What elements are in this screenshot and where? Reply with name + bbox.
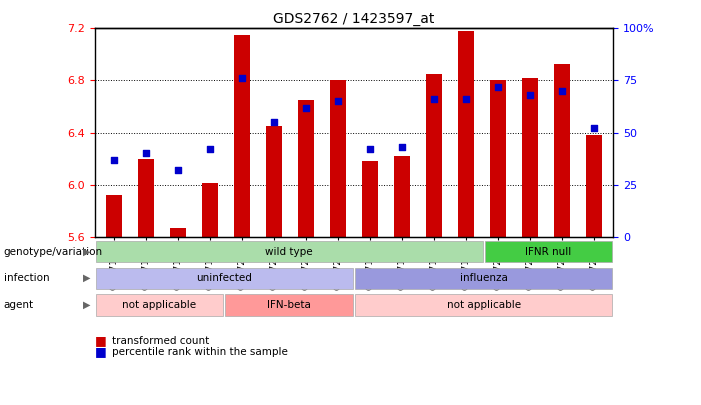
Bar	[394, 156, 410, 237]
Bar	[266, 126, 282, 237]
Text: ■: ■	[95, 345, 107, 358]
Title: GDS2762 / 1423597_at: GDS2762 / 1423597_at	[273, 12, 435, 26]
Text: IFN-beta: IFN-beta	[267, 300, 311, 310]
Bar	[458, 31, 474, 237]
Bar	[586, 135, 602, 237]
Text: uninfected: uninfected	[196, 273, 252, 283]
Text: percentile rank within the sample: percentile rank within the sample	[112, 347, 288, 357]
Text: agent: agent	[4, 300, 34, 310]
Bar	[355, 268, 613, 289]
Point	[557, 88, 568, 94]
Point	[140, 150, 151, 157]
Bar	[95, 241, 483, 262]
Point	[397, 144, 408, 151]
Point	[461, 96, 472, 102]
Bar	[554, 64, 570, 237]
Text: not applicable: not applicable	[447, 300, 521, 310]
Text: ■: ■	[95, 334, 107, 347]
Text: transformed count: transformed count	[112, 336, 210, 345]
Bar	[355, 294, 613, 315]
Bar	[225, 294, 353, 315]
Text: wild type: wild type	[266, 247, 313, 256]
Bar	[95, 268, 353, 289]
Point	[108, 156, 119, 163]
Bar	[522, 78, 538, 237]
Text: ▶: ▶	[83, 273, 90, 283]
Point	[236, 75, 247, 82]
Bar	[95, 294, 224, 315]
Text: ▶: ▶	[83, 300, 90, 310]
Bar	[490, 81, 506, 237]
Text: infection: infection	[4, 273, 49, 283]
Point	[172, 167, 184, 173]
Text: ▶: ▶	[83, 247, 90, 256]
Text: not applicable: not applicable	[123, 300, 196, 310]
Point	[365, 146, 376, 153]
Bar	[138, 159, 154, 237]
Bar	[298, 100, 314, 237]
Bar	[234, 35, 250, 237]
Point	[204, 146, 215, 153]
Bar	[362, 161, 378, 237]
Text: influenza: influenza	[460, 273, 508, 283]
Text: IFNR null: IFNR null	[526, 247, 571, 256]
Point	[428, 96, 440, 102]
Bar	[202, 183, 218, 237]
Point	[300, 104, 311, 111]
Bar	[170, 228, 186, 237]
Point	[268, 119, 280, 126]
Text: genotype/variation: genotype/variation	[4, 247, 102, 256]
Point	[524, 92, 536, 98]
Bar	[426, 74, 442, 237]
Point	[589, 125, 600, 132]
Bar	[484, 241, 613, 262]
Bar	[106, 195, 122, 237]
Point	[493, 83, 504, 90]
Point	[332, 98, 343, 104]
Bar	[330, 81, 346, 237]
